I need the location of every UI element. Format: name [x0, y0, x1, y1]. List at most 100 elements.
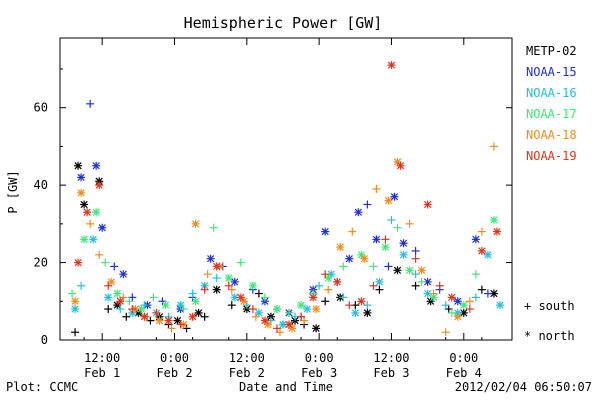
data-point	[173, 316, 182, 325]
data-point	[92, 208, 101, 217]
data-point	[92, 161, 101, 170]
data-point	[164, 316, 173, 325]
data-point	[459, 301, 468, 310]
x-tick-time-label: 0:00	[449, 351, 478, 365]
data-point	[224, 274, 233, 283]
data-point	[381, 235, 390, 244]
data-point	[272, 324, 281, 333]
marker-legend-entry: + south	[524, 299, 575, 313]
data-point	[248, 305, 257, 314]
x-tick-date-label: Feb 1	[84, 366, 120, 380]
data-point	[345, 254, 354, 263]
plot-frame	[59, 37, 513, 341]
legend-entry: NOAA-15	[526, 65, 577, 79]
legend-entry: NOAA-18	[526, 128, 577, 142]
data-point	[387, 61, 396, 70]
data-point	[200, 285, 209, 294]
data-point	[110, 262, 119, 271]
data-point	[324, 285, 333, 294]
data-point	[113, 289, 122, 298]
data-point	[312, 324, 321, 333]
data-point	[375, 285, 384, 294]
data-point	[194, 308, 203, 317]
data-point	[104, 293, 113, 302]
x-tick-date-label: Feb 4	[446, 366, 482, 380]
x-tick-time-label: 0:00	[305, 351, 334, 365]
data-point	[477, 246, 486, 255]
legend-entry: NOAA-19	[526, 149, 577, 163]
data-point	[125, 297, 134, 306]
data-point	[441, 328, 450, 337]
data-point	[80, 200, 89, 209]
data-point	[393, 157, 402, 166]
data-point	[483, 289, 492, 298]
data-point	[71, 305, 80, 314]
data-point	[98, 223, 107, 232]
data-point	[104, 281, 113, 290]
data-point	[212, 285, 221, 294]
data-point	[324, 274, 333, 283]
data-point	[297, 301, 306, 310]
data-point	[77, 188, 86, 197]
data-point	[357, 297, 366, 306]
y-axis: 0 20 40 60	[34, 68, 512, 347]
x-tick-date-label: Feb 3	[373, 366, 409, 380]
data-point	[188, 289, 197, 298]
legend-entry: METP-02	[526, 44, 577, 58]
data-point	[312, 305, 321, 314]
data-point	[399, 239, 408, 248]
data-point	[149, 293, 158, 302]
data-point	[381, 243, 390, 252]
data-point	[200, 312, 209, 321]
data-point	[254, 308, 263, 317]
y-tick-label: 60	[34, 101, 48, 115]
data-point	[116, 305, 125, 314]
data-point	[140, 312, 149, 321]
data-point	[429, 289, 438, 298]
data-point	[459, 308, 468, 317]
chart-title: Hemispheric Power [GW]	[184, 14, 383, 32]
data-point	[167, 324, 176, 333]
data-point	[393, 223, 402, 232]
data-point	[315, 281, 324, 290]
data-point	[471, 235, 480, 244]
y-axis-label: P [GW]	[6, 170, 20, 213]
data-point	[372, 235, 381, 244]
x-tick-date-label: Feb 3	[301, 366, 337, 380]
data-point	[393, 266, 402, 275]
data-point	[77, 173, 86, 182]
data-point	[384, 196, 393, 205]
data-point	[68, 289, 77, 298]
data-point	[206, 254, 215, 263]
data-point	[477, 227, 486, 236]
data-point	[285, 308, 294, 317]
data-point	[348, 227, 357, 236]
data-point	[471, 270, 480, 279]
data-point	[309, 293, 318, 302]
data-point	[179, 305, 188, 314]
data-point	[321, 297, 330, 306]
data-point	[339, 262, 348, 271]
x-tick-time-label: 12:00	[373, 351, 409, 365]
data-point	[363, 200, 372, 209]
data-point	[483, 250, 492, 259]
data-point	[230, 277, 239, 286]
data-point	[212, 262, 221, 271]
footer-plot-credit: Plot: CCMC	[6, 380, 78, 394]
data-point	[411, 254, 420, 263]
data-point	[248, 281, 257, 290]
data-point	[212, 274, 221, 283]
data-point	[405, 219, 414, 228]
data-point	[411, 270, 420, 279]
data-point	[321, 227, 330, 236]
data-point	[89, 235, 98, 244]
data-point	[95, 250, 104, 259]
data-point	[80, 235, 89, 244]
data-point	[405, 266, 414, 275]
data-point	[227, 301, 236, 310]
data-point	[260, 316, 269, 325]
data-point	[435, 281, 444, 290]
data-point	[477, 285, 486, 294]
series-legend: METP-02 NOAA-15 NOAA-16 NOAA-17 NOAA-18 NOAA-…	[526, 44, 577, 163]
data-point	[71, 297, 80, 306]
